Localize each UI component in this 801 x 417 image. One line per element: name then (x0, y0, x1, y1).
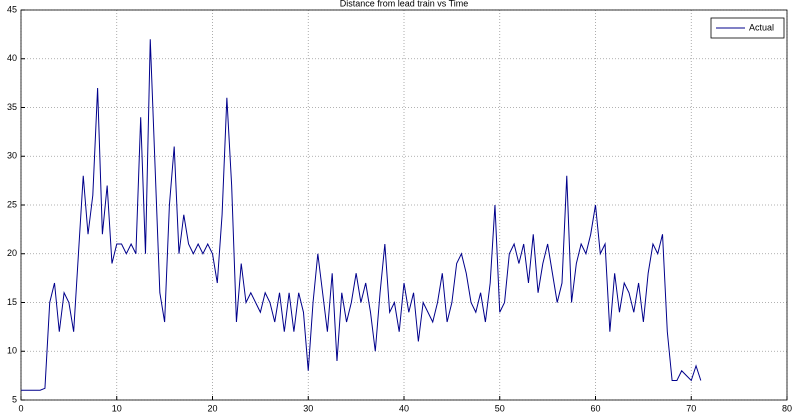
y-tick-label: 35 (7, 102, 17, 112)
x-tick-label: 30 (303, 403, 313, 413)
y-tick-label: 25 (7, 199, 17, 209)
legend-label: Actual (749, 22, 774, 32)
y-tick-label: 15 (7, 297, 17, 307)
y-tick-label: 30 (7, 151, 17, 161)
y-tick-label: 45 (7, 4, 17, 14)
x-tick-label: 0 (18, 403, 23, 413)
x-tick-label: 60 (590, 403, 600, 413)
x-tick-label: 10 (112, 403, 122, 413)
x-tick-label: 20 (207, 403, 217, 413)
x-tick-label: 70 (686, 403, 696, 413)
data-line (21, 39, 702, 391)
y-tick-label: 40 (7, 53, 17, 63)
x-tick-label: 80 (782, 403, 792, 413)
x-tick-label: 50 (495, 403, 505, 413)
x-tick-label: 40 (399, 403, 409, 413)
y-tick-label: 10 (7, 346, 17, 356)
y-tick-label: 5 (12, 394, 17, 404)
chart-title: Distance from lead train vs Time (340, 0, 469, 8)
plot-frame (20, 9, 788, 401)
legend-box (710, 17, 785, 39)
y-tick-label: 20 (7, 248, 17, 258)
